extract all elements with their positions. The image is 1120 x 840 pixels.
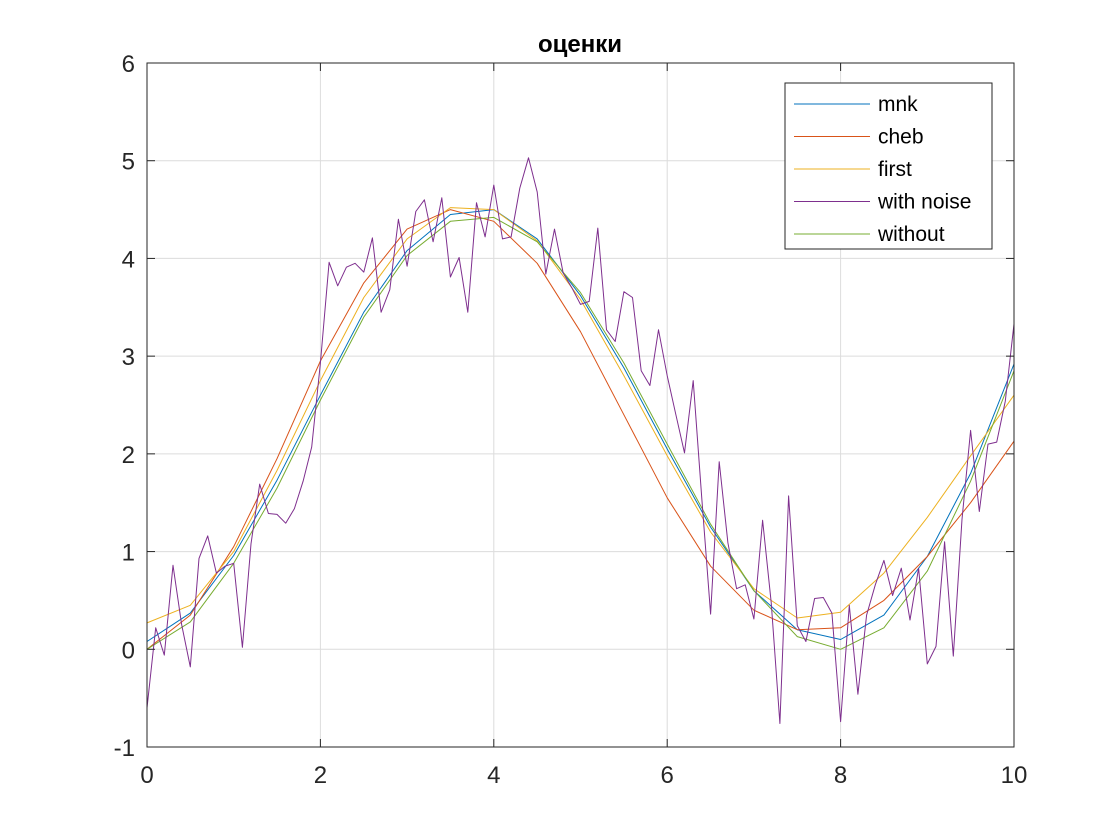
x-tick-label: 4 (487, 762, 500, 789)
y-tick-label: 1 (122, 540, 135, 567)
x-tick-label: 0 (140, 762, 153, 789)
x-tick-label: 6 (661, 762, 674, 789)
series-line-without (146, 216, 1015, 650)
series-lines (146, 157, 1015, 724)
x-tick-label: 10 (1001, 762, 1028, 789)
y-tick-label: 6 (122, 51, 135, 78)
y-tick-label: 2 (122, 442, 135, 469)
plot-area-border (146, 62, 1015, 748)
series-line-cheb (146, 209, 1015, 650)
y-tick-label: 3 (122, 344, 135, 371)
legend-label: with noise (877, 191, 971, 214)
legend-label: first (878, 158, 912, 181)
legend-label: mnk (878, 93, 918, 116)
legend: mnk cheb first with noise without (784, 82, 993, 250)
y-tick-label: 0 (122, 637, 135, 664)
x-tick-label: 2 (314, 762, 327, 789)
legend-label: without (877, 223, 945, 246)
legend-label: cheb (878, 126, 924, 149)
series-line-mnk (146, 209, 1015, 642)
chart-title: оценки (538, 31, 622, 58)
y-tick-label: 5 (122, 149, 135, 176)
y-tick-label: 4 (122, 246, 135, 273)
y-tick-label: -1 (114, 735, 135, 762)
x-tick-label: 8 (834, 762, 847, 789)
legend-box (784, 82, 993, 250)
series-line-with-noise (146, 157, 1015, 724)
series-line-first (146, 207, 1015, 624)
